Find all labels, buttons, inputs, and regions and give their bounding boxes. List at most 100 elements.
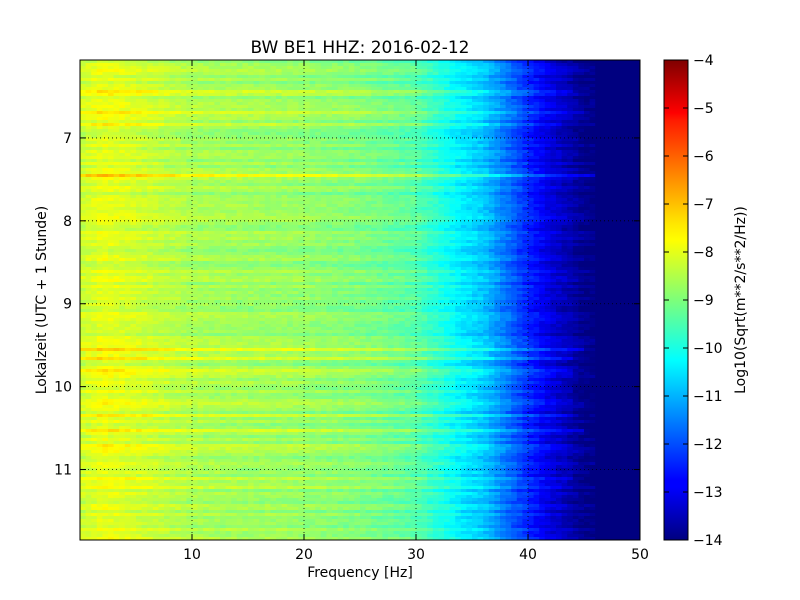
- spectrogram-cell: [197, 192, 204, 196]
- spectrogram-cell: [371, 63, 378, 67]
- spectrogram-cell: [236, 177, 243, 181]
- spectrogram-cell: [343, 111, 350, 115]
- spectrogram-cell: [236, 60, 243, 64]
- spectrogram-cell: [130, 186, 137, 190]
- spectrogram-cell: [528, 66, 534, 70]
- spectrogram-cell: [85, 63, 92, 67]
- spectrogram-cell: [320, 180, 327, 184]
- spectrogram-cell: [511, 66, 518, 70]
- spectrogram-cell: [96, 144, 103, 148]
- spectrogram-cell: [124, 141, 131, 145]
- spectrogram-cell: [180, 135, 187, 139]
- spectrogram-cell: [326, 78, 333, 82]
- spectrogram-cell: [589, 192, 596, 196]
- spectrogram-cell: [225, 207, 232, 211]
- spectrogram-cell: [292, 108, 299, 112]
- spectrogram-cell: [214, 195, 221, 199]
- spectrogram-cell: [242, 153, 249, 157]
- spectrogram-cell: [460, 72, 467, 76]
- spectrogram-cell: [388, 120, 394, 124]
- spectrogram-cell: [164, 90, 170, 94]
- spectrogram-cell: [197, 207, 204, 211]
- spectrogram-cell: [500, 126, 506, 130]
- spectrogram-cell: [500, 183, 506, 187]
- spectrogram-cell: [628, 141, 635, 145]
- spectrogram-cell: [427, 165, 434, 169]
- spectrogram-cell: [214, 99, 221, 103]
- spectrogram-cell: [287, 141, 294, 145]
- spectrogram-cell: [567, 66, 574, 70]
- spectrogram-cell: [147, 132, 154, 136]
- spectrogram-cell: [337, 117, 344, 121]
- spectrogram-row: [80, 63, 641, 67]
- spectrogram-cell: [477, 150, 484, 154]
- spectrogram-cell: [197, 171, 204, 175]
- spectrogram-cell: [253, 204, 260, 208]
- spectrogram-cell: [242, 117, 249, 121]
- spectrogram-cell: [483, 60, 490, 64]
- spectrogram-cell: [455, 72, 462, 76]
- spectrogram-cell: [472, 138, 478, 142]
- spectrogram-cell: [388, 84, 394, 88]
- spectrogram-cell: [522, 87, 529, 91]
- spectrogram-cell: [332, 69, 338, 73]
- spectrogram-cell: [259, 168, 266, 172]
- spectrogram-cell: [354, 174, 361, 178]
- spectrogram-cell: [354, 201, 361, 205]
- spectrogram-cell: [192, 168, 198, 172]
- spectrogram-cell: [600, 162, 607, 166]
- spectrogram-cell: [320, 195, 327, 199]
- spectrogram-cell: [91, 177, 98, 181]
- spectrogram-cell: [298, 120, 305, 124]
- spectrogram-cell: [455, 159, 462, 163]
- spectrogram-cell: [326, 117, 333, 121]
- spectrogram-cell: [315, 168, 322, 172]
- spectrogram-cell: [544, 195, 551, 199]
- spectrogram-cell: [124, 63, 131, 67]
- spectrogram-cell: [505, 159, 512, 163]
- spectrogram-cell: [544, 96, 551, 100]
- spectrogram-cell: [326, 189, 333, 193]
- spectrogram-cell: [326, 177, 333, 181]
- spectrogram-cell: [449, 165, 456, 169]
- spectrogram-cell: [315, 207, 322, 211]
- spectrogram-cell: [595, 123, 602, 127]
- spectrogram-cell: [292, 96, 299, 100]
- spectrogram-cell: [130, 162, 137, 166]
- spectrogram-cell: [287, 132, 294, 136]
- spectrogram-cell: [455, 195, 462, 199]
- spectrogram-cell: [561, 150, 568, 154]
- spectrogram-cell: [623, 99, 630, 103]
- spectrogram-cell: [544, 87, 551, 91]
- spectrogram-cell: [472, 156, 478, 160]
- spectrogram-cell: [516, 141, 523, 145]
- spectrogram-cell: [623, 195, 630, 199]
- spectrogram-cell: [91, 192, 98, 196]
- spectrogram-cell: [292, 174, 299, 178]
- spectrogram-cell: [533, 132, 540, 136]
- spectrogram-cell: [298, 162, 305, 166]
- spectrogram-cell: [376, 189, 383, 193]
- spectrogram-cell: [455, 93, 462, 97]
- spectrogram-cell: [600, 171, 607, 175]
- spectrogram-cell: [124, 180, 131, 184]
- spectrogram-row: [80, 129, 641, 133]
- spectrogram-cell: [376, 162, 383, 166]
- spectrogram-cell: [276, 84, 282, 88]
- spectrogram-cell: [169, 177, 176, 181]
- spectrogram-cell: [332, 126, 338, 130]
- spectrogram-cell: [371, 114, 378, 118]
- spectrogram-cell: [236, 180, 243, 184]
- spectrogram-cell: [528, 153, 534, 157]
- spectrogram-cell: [460, 105, 467, 109]
- spectrogram-cell: [169, 126, 176, 130]
- spectrogram-cell: [136, 168, 142, 172]
- spectrogram-cell: [214, 141, 221, 145]
- spectrogram-cell: [264, 156, 271, 160]
- spectrogram-cell: [192, 72, 198, 76]
- spectrogram-cell: [539, 87, 546, 91]
- spectrogram-cell: [494, 126, 501, 130]
- spectrogram-cell: [203, 102, 210, 106]
- spectrogram-cell: [460, 204, 467, 208]
- spectrogram-cell: [208, 132, 215, 136]
